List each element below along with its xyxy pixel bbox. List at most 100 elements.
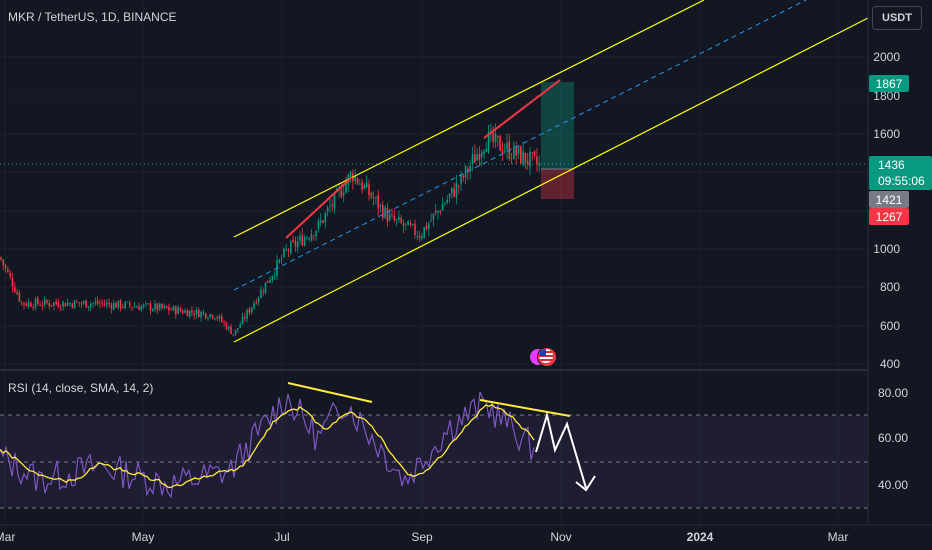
candle-body: [430, 220, 432, 222]
candle-body: [11, 278, 14, 287]
candle-body: [451, 187, 453, 194]
candle-body: [400, 218, 402, 223]
us-flag-glyph: [539, 349, 553, 363]
candle-body: [446, 199, 448, 203]
candle-body: [131, 307, 133, 308]
rsi-divergence-line[interactable]: [287, 382, 373, 403]
us-flag-icon[interactable]: [529, 347, 559, 367]
candle-body: [393, 215, 396, 221]
candle-body: [492, 128, 494, 142]
candle-body: [32, 307, 34, 308]
candle-body: [145, 303, 147, 304]
candle-body: [165, 306, 168, 309]
candle-body: [112, 303, 115, 310]
candle-body: [306, 237, 308, 239]
candle-body: [340, 189, 343, 197]
candle-body: [96, 300, 99, 304]
candle-body: [20, 301, 23, 303]
loss-zone[interactable]: [541, 169, 574, 199]
candle-body: [524, 152, 527, 163]
candle-body: [34, 298, 37, 309]
target-price-label-bg: [869, 75, 909, 92]
chart-title[interactable]: MKR / TetherUS, 1D, BINANCE: [8, 10, 177, 24]
rsi-line: [0, 391, 535, 499]
candle-body: [497, 135, 499, 138]
candle-body: [310, 234, 313, 241]
candle-body: [23, 302, 25, 305]
candle-body: [510, 158, 513, 160]
candle-body: [218, 316, 221, 319]
candle-body: [499, 135, 501, 151]
candle-body: [89, 303, 92, 307]
candle-body: [234, 329, 237, 335]
candle-body: [158, 304, 161, 310]
candle-body: [501, 149, 504, 154]
candle-body: [395, 219, 398, 220]
candle-body: [53, 302, 55, 306]
candle-body: [386, 208, 389, 222]
candle-body: [313, 235, 315, 237]
candle-body: [69, 303, 71, 305]
candle-body: [103, 304, 106, 306]
candle-body: [48, 303, 51, 307]
price-tick: 1600: [873, 127, 900, 141]
current-price-label: 1436: [878, 158, 905, 172]
candle-body: [402, 223, 405, 227]
candle-body: [94, 301, 97, 303]
candle-body: [76, 301, 78, 303]
candle-body: [7, 269, 9, 272]
candle-body: [280, 258, 283, 260]
candle-body: [9, 273, 11, 277]
candle-body: [342, 192, 345, 196]
candle-body: [80, 302, 83, 304]
candle-body: [333, 192, 336, 209]
candle-body: [138, 306, 140, 310]
candle-body: [142, 304, 145, 307]
candle-body: [64, 303, 67, 307]
candle-body: [188, 310, 191, 318]
candle-body: [101, 302, 103, 304]
rsi-tick: 40.00: [878, 478, 908, 492]
trend-line-red[interactable]: [483, 79, 561, 139]
rsi-title[interactable]: RSI (14, close, SMA, 14, 2): [8, 381, 154, 395]
candle-body: [292, 239, 294, 242]
candle-body: [117, 300, 120, 308]
candle-body: [87, 306, 90, 308]
candle-body: [168, 306, 170, 311]
currency-button[interactable]: USDT: [872, 6, 922, 30]
candle-body: [149, 303, 152, 311]
candle-body: [354, 175, 356, 182]
candle-body: [391, 214, 393, 216]
candle-body: [253, 303, 255, 309]
candle-body: [260, 289, 262, 298]
channel-upper-line[interactable]: [233, 0, 705, 238]
candle-body: [432, 213, 435, 220]
candle-body: [299, 236, 301, 241]
candle-body: [133, 306, 136, 308]
candle-body: [441, 204, 444, 211]
candle-body: [237, 328, 239, 330]
candle-body: [124, 302, 126, 308]
rsi-divergence-line[interactable]: [479, 399, 571, 417]
candle-body: [349, 172, 352, 178]
candle-body: [329, 206, 331, 208]
trend-line-red[interactable]: [285, 176, 353, 239]
candle-body: [119, 300, 122, 309]
candle-body: [257, 297, 260, 303]
channel-lower-line[interactable]: [233, 17, 869, 343]
candle-body: [363, 185, 366, 189]
candle-body: [517, 147, 520, 154]
rsi-tick: 80.00: [878, 386, 908, 400]
candle-body: [457, 185, 460, 187]
candle-body: [296, 241, 299, 248]
time-axis[interactable]: [0, 525, 932, 550]
candle-body: [147, 303, 149, 305]
channel-midline[interactable]: [233, 0, 807, 291]
candle-body: [207, 317, 209, 319]
candle-body: [175, 306, 177, 315]
projection-arrow[interactable]: [535, 411, 587, 489]
candle-body: [418, 236, 421, 238]
candle-body: [172, 306, 175, 311]
candle-body: [108, 302, 110, 305]
